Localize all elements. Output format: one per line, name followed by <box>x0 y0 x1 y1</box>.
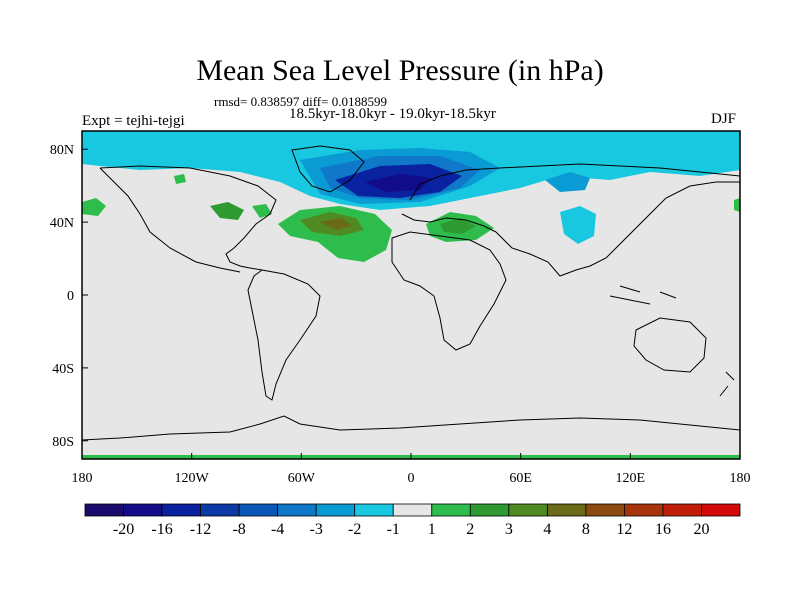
colorbar-swatch <box>277 503 317 517</box>
maritime-islands <box>609 285 677 305</box>
europe-south-coast <box>401 213 497 233</box>
colorbar-level-label: -16 <box>151 521 172 538</box>
x-tick-label: 120W <box>175 471 210 486</box>
pacific-high-east <box>734 198 740 212</box>
coastlines <box>82 145 740 441</box>
colorbar-level-label: 20 <box>693 521 709 538</box>
x-tick-label: 60E <box>509 471 532 486</box>
colorbar-level-label: -1 <box>387 521 400 538</box>
colorbar-level-label: -2 <box>348 521 361 538</box>
pacific-high-small <box>174 174 186 184</box>
atlantic-high-patch <box>210 202 244 220</box>
colorbar-swatch <box>546 503 587 517</box>
y-axis: 80N 40N 0 40S 80S <box>50 143 88 450</box>
stats-label: rmsd= 0.838597 diff= 0.0188599 <box>214 94 387 109</box>
x-tick-label: 60W <box>288 471 316 486</box>
y-tick-label: 0 <box>67 289 74 304</box>
colorbar-swatch <box>469 503 510 517</box>
colorbar-swatch <box>701 503 741 517</box>
new-zealand-coast <box>719 371 735 397</box>
north-atlantic-low-core <box>365 174 432 192</box>
north-america-west-coast <box>99 167 241 273</box>
period-label: 18.5kyr-18.0kyr - 19.0kyr-18.5kyr <box>289 106 496 122</box>
colorbar-level-label: -3 <box>310 521 323 538</box>
x-tick-label: 0 <box>408 471 415 486</box>
colorbar-swatch <box>200 503 240 517</box>
colorbar-level-label: 12 <box>616 521 632 538</box>
mediterranean-high-core <box>440 218 476 234</box>
colorbar-swatch <box>315 503 356 517</box>
y-tick-label: 80S <box>52 435 74 450</box>
greenland-coast <box>291 145 365 193</box>
south-america-coast <box>247 269 321 401</box>
colorbar-level-label: 16 <box>655 521 671 538</box>
colorbar-level-label: 2 <box>466 521 474 538</box>
colorbar: -20 -16 -12 -8 -4 -3 -2 -1 1 2 3 4 8 12 16 20 <box>84 503 741 538</box>
colorbar-level-label: -4 <box>271 521 284 538</box>
colorbar-level-label: -8 <box>232 521 245 538</box>
east-asia-minus-1 <box>560 206 596 244</box>
chart-title: Mean Sea Level Pressure (in hPa) <box>196 54 604 87</box>
antarctica-coast <box>82 415 740 441</box>
colorbar-swatch <box>123 503 163 517</box>
colorbar-swatch <box>84 503 124 517</box>
north-america-coast <box>99 165 277 271</box>
x-axis: 180 120W 60W 0 60E 120E 180 <box>72 453 751 486</box>
y-tick-label: 40N <box>50 216 74 231</box>
x-tick-label: 120E <box>616 471 646 486</box>
africa-coast <box>391 231 507 351</box>
colorbar-swatch <box>508 503 548 517</box>
colorbar-level-label: 1 <box>428 521 436 538</box>
colorbar-swatch <box>161 503 201 517</box>
siberia-minus-2 <box>545 172 590 192</box>
y-tick-label: 40S <box>52 362 74 377</box>
colorbar-swatch <box>354 503 394 517</box>
atlantic-high-patch-2 <box>252 204 272 218</box>
colorbar-swatch <box>662 503 702 517</box>
subtropical-atlantic-high-peak <box>320 218 352 230</box>
asia-south-coast <box>495 181 740 277</box>
colorbar-level-label: 3 <box>505 521 513 538</box>
experiment-label: Expt = tejhi-tejgi <box>82 113 185 129</box>
colorbar-level-label: -12 <box>190 521 211 538</box>
anomaly-fields <box>82 131 740 459</box>
colorbar-level-label: 4 <box>543 521 551 538</box>
colorbar-swatch <box>624 503 664 517</box>
x-tick-label: 180 <box>72 471 93 486</box>
colorbar-swatch <box>431 503 471 517</box>
eurasia-coast <box>409 163 740 201</box>
y-tick-label: 80N <box>50 143 74 158</box>
colorbar-swatch <box>585 503 625 517</box>
colorbar-swatch <box>392 503 433 517</box>
australia-coast <box>633 317 707 373</box>
pacific-high-west <box>82 198 106 216</box>
colorbar-level-label: 8 <box>582 521 590 538</box>
x-tick-label: 180 <box>730 471 751 486</box>
colorbar-level-label: -20 <box>113 521 134 538</box>
colorbar-swatch <box>238 503 279 517</box>
season-label: DJF <box>711 111 737 127</box>
